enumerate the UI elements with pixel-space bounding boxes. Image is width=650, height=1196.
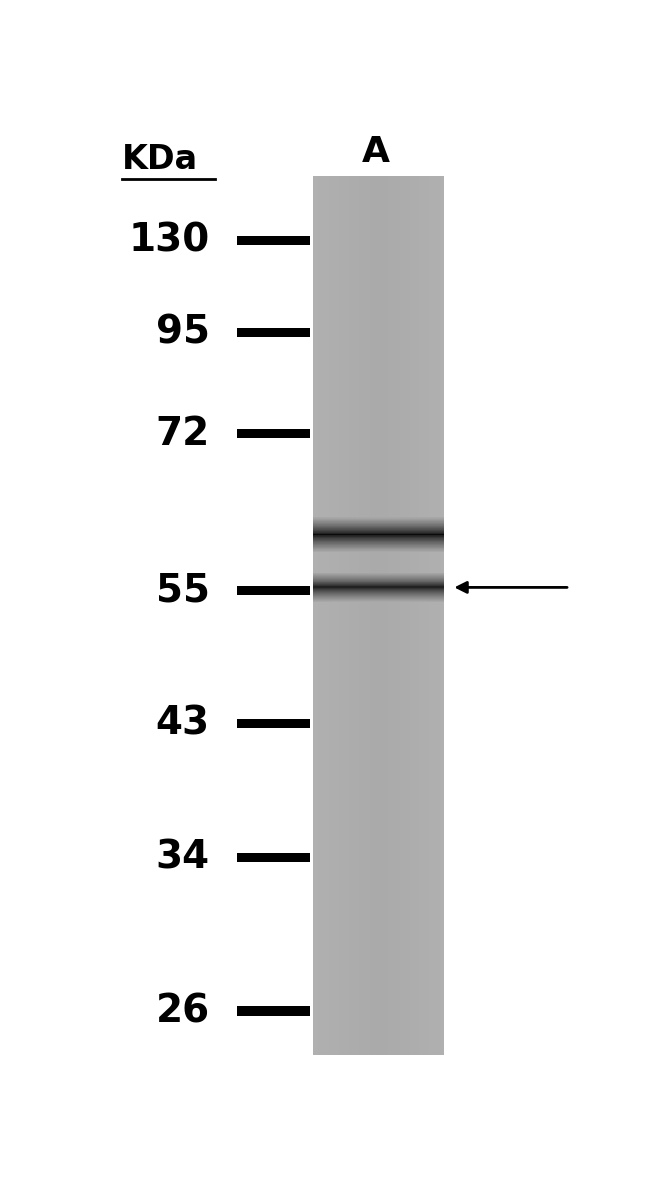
Bar bbox=[429, 176, 431, 1055]
Bar bbox=[415, 176, 416, 1055]
Bar bbox=[380, 176, 382, 1055]
Bar bbox=[339, 176, 341, 1055]
Bar bbox=[315, 176, 317, 1055]
Bar bbox=[362, 176, 364, 1055]
Bar bbox=[369, 176, 370, 1055]
Bar bbox=[375, 176, 377, 1055]
Bar bbox=[317, 176, 318, 1055]
Bar bbox=[370, 176, 372, 1055]
Bar bbox=[321, 176, 323, 1055]
Bar bbox=[431, 176, 432, 1055]
Bar bbox=[347, 176, 349, 1055]
Bar bbox=[385, 176, 387, 1055]
Bar bbox=[406, 176, 408, 1055]
Bar bbox=[237, 853, 311, 862]
Bar bbox=[400, 176, 402, 1055]
Bar bbox=[313, 176, 444, 1055]
Bar bbox=[382, 176, 383, 1055]
Bar bbox=[387, 176, 388, 1055]
Bar bbox=[408, 176, 410, 1055]
Bar bbox=[419, 176, 421, 1055]
Bar bbox=[388, 176, 390, 1055]
Bar bbox=[441, 176, 442, 1055]
Bar bbox=[354, 176, 356, 1055]
Text: 43: 43 bbox=[155, 704, 210, 743]
Bar bbox=[361, 176, 362, 1055]
Bar bbox=[346, 176, 347, 1055]
Bar bbox=[426, 176, 428, 1055]
Bar bbox=[405, 176, 406, 1055]
Bar bbox=[439, 176, 441, 1055]
Bar bbox=[377, 176, 378, 1055]
Bar bbox=[237, 1006, 311, 1015]
Bar bbox=[337, 176, 339, 1055]
Bar bbox=[237, 429, 311, 438]
Bar bbox=[318, 176, 320, 1055]
Text: 34: 34 bbox=[155, 838, 210, 877]
Bar bbox=[237, 328, 311, 337]
Bar bbox=[413, 176, 415, 1055]
Bar bbox=[432, 176, 434, 1055]
Bar bbox=[350, 176, 352, 1055]
Text: 55: 55 bbox=[156, 572, 210, 609]
Bar bbox=[395, 176, 396, 1055]
Bar bbox=[372, 176, 374, 1055]
Bar bbox=[434, 176, 436, 1055]
Bar bbox=[428, 176, 429, 1055]
Text: 72: 72 bbox=[155, 415, 210, 452]
Bar bbox=[237, 719, 311, 728]
Bar bbox=[393, 176, 395, 1055]
Bar bbox=[396, 176, 398, 1055]
Bar bbox=[326, 176, 328, 1055]
Bar bbox=[352, 176, 354, 1055]
Bar bbox=[331, 176, 333, 1055]
Bar bbox=[442, 176, 444, 1055]
Bar bbox=[424, 176, 426, 1055]
Bar bbox=[323, 176, 324, 1055]
Bar bbox=[374, 176, 375, 1055]
Text: A: A bbox=[362, 135, 390, 170]
Bar bbox=[403, 176, 405, 1055]
Bar bbox=[343, 176, 344, 1055]
Bar bbox=[391, 176, 393, 1055]
Bar bbox=[378, 176, 380, 1055]
Bar bbox=[418, 176, 419, 1055]
Bar bbox=[324, 176, 326, 1055]
Bar bbox=[390, 176, 391, 1055]
Bar bbox=[358, 176, 359, 1055]
Bar bbox=[336, 176, 337, 1055]
Bar bbox=[237, 236, 311, 245]
Bar bbox=[349, 176, 350, 1055]
Bar bbox=[410, 176, 411, 1055]
Bar bbox=[436, 176, 437, 1055]
Text: 95: 95 bbox=[156, 313, 210, 352]
Bar bbox=[359, 176, 361, 1055]
Text: 130: 130 bbox=[129, 221, 210, 260]
Text: 26: 26 bbox=[155, 991, 210, 1030]
Bar bbox=[328, 176, 330, 1055]
Bar bbox=[437, 176, 439, 1055]
Bar bbox=[313, 176, 315, 1055]
Bar bbox=[334, 176, 336, 1055]
Bar bbox=[364, 176, 365, 1055]
Bar bbox=[367, 176, 369, 1055]
Bar bbox=[237, 586, 311, 594]
Bar bbox=[416, 176, 418, 1055]
Bar bbox=[365, 176, 367, 1055]
Bar bbox=[341, 176, 343, 1055]
Bar bbox=[402, 176, 403, 1055]
Bar bbox=[320, 176, 321, 1055]
Bar bbox=[344, 176, 346, 1055]
Bar bbox=[384, 176, 385, 1055]
Bar bbox=[333, 176, 334, 1055]
Bar bbox=[422, 176, 424, 1055]
Bar bbox=[411, 176, 413, 1055]
Bar bbox=[330, 176, 331, 1055]
Bar bbox=[421, 176, 422, 1055]
Bar bbox=[356, 176, 358, 1055]
Text: KDa: KDa bbox=[122, 142, 198, 176]
Bar bbox=[398, 176, 400, 1055]
